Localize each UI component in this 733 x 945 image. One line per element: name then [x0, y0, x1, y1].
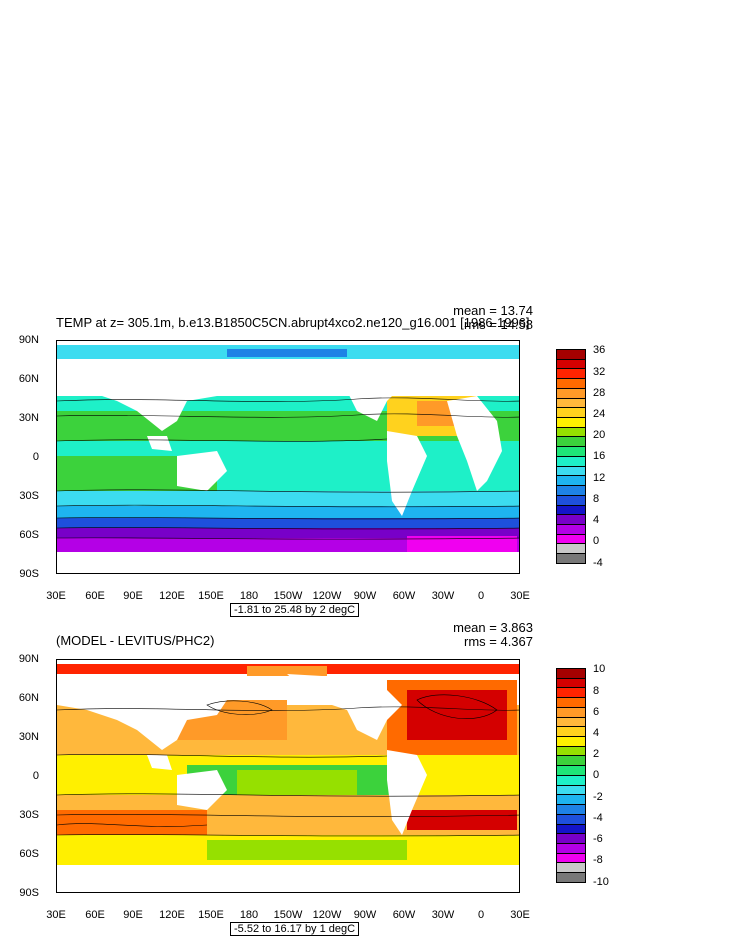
bottom-lat-label: 90S [19, 887, 39, 899]
top-colorbar [556, 349, 586, 564]
bottom-lat-label: 60S [19, 848, 39, 860]
bottom-colorbar-label: -4 [593, 812, 603, 824]
top-colorbar-label: 32 [593, 366, 606, 378]
bottom-lon-label: 150E [198, 909, 224, 921]
top-colorbar-label: 20 [593, 429, 606, 441]
colorbar-swatch [556, 553, 586, 564]
bottom-colorbar-label: 4 [593, 727, 600, 739]
bottom-lon-label: 30E [46, 909, 66, 921]
top-lat-label: 60S [19, 529, 39, 541]
top-lat-label: 90S [19, 568, 39, 580]
bottom-title: (MODEL - LEVITUS/PHC2) [56, 633, 215, 648]
bottom-lat-label: 0 [32, 770, 39, 782]
top-colorbar-label: 8 [593, 493, 600, 505]
bottom-lat-label: 60N [18, 692, 39, 704]
top-colorbar-label: 16 [593, 450, 606, 462]
bottom-lon-label: 90W [353, 909, 377, 921]
top-colorbar-label: 4 [593, 514, 600, 526]
top-lon-label: 30E [46, 590, 66, 602]
top-lon-label: 180 [239, 590, 259, 602]
top-lat-label: 0 [32, 451, 39, 463]
bottom-colorbar-label: 6 [593, 706, 600, 718]
top-lon-label: 120E [159, 590, 185, 602]
bottom-lat-label: 30S [19, 809, 39, 821]
top-lat-label: 30S [19, 490, 39, 502]
top-lon-label: 120W [312, 590, 342, 602]
top-lon-label: 150W [273, 590, 303, 602]
bottom-colorbar-label: -2 [593, 791, 603, 803]
bottom-lon-label: 120E [159, 909, 185, 921]
top-rms-label: rms = 14.58 [463, 317, 533, 332]
bottom-lon-label: 60W [392, 909, 416, 921]
bottom-lat-label: 30N [18, 731, 39, 743]
top-colorbar-label: 0 [593, 535, 600, 547]
top-colorbar-label: 36 [593, 344, 606, 356]
top-title: TEMP at z= 305.1m, b.e13.B1850C5CN.abrup… [56, 315, 530, 330]
top-map-field [57, 341, 519, 573]
bottom-colorbar-label: 0 [593, 769, 600, 781]
top-lon-label: 150E [198, 590, 224, 602]
bottom-lon-label: 150W [273, 909, 303, 921]
top-panel: TEMP at z= 305.1m, b.e13.B1850C5CN.abrup… [0, 300, 733, 620]
bottom-lon-label: 60E [85, 909, 105, 921]
top-colorbar-label: -4 [593, 557, 603, 569]
bottom-colorbar-label: 8 [593, 685, 600, 697]
bottom-lon-label: 30E [510, 909, 530, 921]
top-range-label: -1.81 to 25.48 by 2 degC [230, 603, 360, 617]
top-lat-label: 90N [18, 334, 39, 346]
bottom-panel: (MODEL - LEVITUS/PHC2) mean = 3.863 rms … [0, 620, 733, 940]
top-lon-label: 60E [85, 590, 105, 602]
bottom-colorbar-label: -10 [593, 876, 609, 888]
top-mean-label: mean = 13.74 [453, 303, 533, 318]
bottom-colorbar [556, 668, 586, 883]
top-lon-label: 30E [510, 590, 530, 602]
bottom-map-field [57, 660, 519, 892]
top-lat-label: 30N [18, 412, 39, 424]
top-colorbar-label: 24 [593, 408, 606, 420]
bottom-lon-label: 180 [239, 909, 259, 921]
colorbar-swatch [556, 872, 586, 883]
bottom-lon-label: 0 [477, 909, 485, 921]
bottom-colorbar-label: 2 [593, 748, 600, 760]
top-map [56, 340, 520, 574]
bottom-mean-label: mean = 3.863 [453, 620, 533, 635]
bottom-lat-label: 90N [18, 653, 39, 665]
bottom-range-label: -5.52 to 16.17 by 1 degC [230, 922, 360, 936]
bottom-rms-label: rms = 4.367 [463, 634, 533, 649]
top-lon-label: 0 [477, 590, 485, 602]
top-lon-label: 60W [392, 590, 416, 602]
top-lon-label: 90W [353, 590, 377, 602]
top-lat-label: 60N [18, 373, 39, 385]
top-lon-label: 90E [123, 590, 143, 602]
bottom-colorbar-label: -8 [593, 854, 603, 866]
bottom-lon-label: 30W [431, 909, 455, 921]
top-lon-label: 30W [431, 590, 455, 602]
bottom-colorbar-label: -6 [593, 833, 603, 845]
bottom-colorbar-label: 10 [593, 663, 606, 675]
bottom-lon-label: 120W [312, 909, 342, 921]
top-colorbar-label: 28 [593, 387, 606, 399]
top-colorbar-label: 12 [593, 472, 606, 484]
bottom-lon-label: 90E [123, 909, 143, 921]
bottom-map [56, 659, 520, 893]
